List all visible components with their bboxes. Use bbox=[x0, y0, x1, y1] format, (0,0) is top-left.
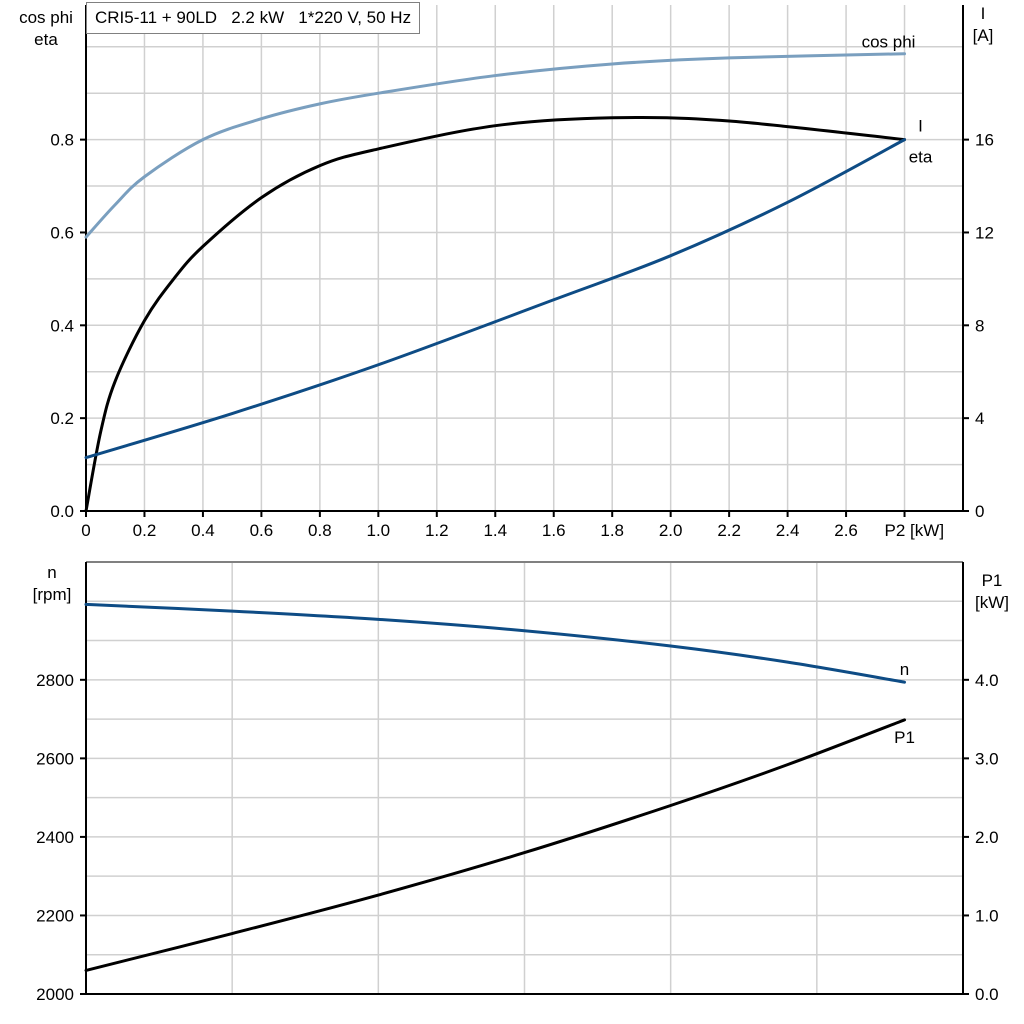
y-axis-label-right: [kW] bbox=[975, 593, 1009, 612]
y-tick-label-right: 0.0 bbox=[975, 985, 999, 1004]
x-tick-label: 1.4 bbox=[483, 521, 507, 540]
series-line-eta bbox=[84, 115, 907, 513]
y-tick-label-left: 0.2 bbox=[50, 409, 74, 428]
y-tick-label-left: 0.6 bbox=[50, 223, 74, 242]
chart-title: CRI5-11 + 90LD 2.2 kW 1*220 V, 50 Hz bbox=[86, 2, 421, 34]
x-tick-label: 0 bbox=[81, 521, 90, 540]
y-axis-label-right: [A] bbox=[973, 26, 994, 45]
series-line-p1 bbox=[84, 718, 907, 972]
x-tick-label: 0.4 bbox=[191, 521, 215, 540]
y-axis-label-right: I bbox=[981, 4, 986, 23]
y-tick-label-left: 0.4 bbox=[50, 316, 74, 335]
y-tick-label-right: 3.0 bbox=[975, 749, 999, 768]
y-tick-label-left: 2400 bbox=[36, 828, 74, 847]
series-line-n bbox=[84, 602, 907, 684]
x-tick-label: 1.0 bbox=[367, 521, 391, 540]
x-tick-label: 2.0 bbox=[659, 521, 683, 540]
x-axis-label: P2 [kW] bbox=[885, 521, 945, 540]
x-tick-label: 1.8 bbox=[600, 521, 624, 540]
y-tick-label-right: 4.0 bbox=[975, 671, 999, 690]
x-tick-label: 1.6 bbox=[542, 521, 566, 540]
x-tick-label: 2.4 bbox=[776, 521, 800, 540]
y-tick-label-left: 2800 bbox=[36, 671, 74, 690]
y-axis-label-left: n bbox=[47, 563, 56, 582]
y-tick-label-right: 4 bbox=[975, 409, 984, 428]
x-tick-label: 2.2 bbox=[717, 521, 741, 540]
y-axis-label-right: P1 bbox=[982, 571, 1003, 590]
y-tick-label-left: 0.8 bbox=[50, 131, 74, 150]
series-line-cos-phi bbox=[84, 52, 907, 239]
y-tick-label-left: 2600 bbox=[36, 749, 74, 768]
y-tick-label-right: 12 bbox=[975, 223, 994, 242]
y-tick-label-left: 2000 bbox=[36, 985, 74, 1004]
x-tick-label: 0.8 bbox=[308, 521, 332, 540]
series-label-p1: P1 bbox=[894, 728, 915, 747]
y-tick-label-right: 2.0 bbox=[975, 828, 999, 847]
x-tick-label: 2.6 bbox=[834, 521, 858, 540]
y-axis-label-left: [rpm] bbox=[33, 585, 72, 604]
x-tick-label: 0.2 bbox=[133, 521, 157, 540]
series-label-eta: eta bbox=[909, 148, 933, 167]
y-tick-label-left: 0.0 bbox=[50, 502, 74, 521]
series-line-i bbox=[84, 138, 907, 460]
series-label-cos-phi: cos phi bbox=[862, 33, 916, 52]
y-tick-label-right: 0 bbox=[975, 502, 984, 521]
y-tick-label-left: 2200 bbox=[36, 906, 74, 925]
y-tick-label-right: 8 bbox=[975, 316, 984, 335]
series-label-i: I bbox=[918, 117, 923, 136]
y-tick-label-right: 16 bbox=[975, 131, 994, 150]
x-tick-label: 0.6 bbox=[250, 521, 274, 540]
y-tick-label-right: 1.0 bbox=[975, 906, 999, 925]
y-axis-label-left: eta bbox=[34, 30, 58, 49]
series-label-n: n bbox=[900, 660, 909, 679]
x-tick-label: 1.2 bbox=[425, 521, 449, 540]
y-axis-label-left: cos phi bbox=[19, 8, 73, 27]
